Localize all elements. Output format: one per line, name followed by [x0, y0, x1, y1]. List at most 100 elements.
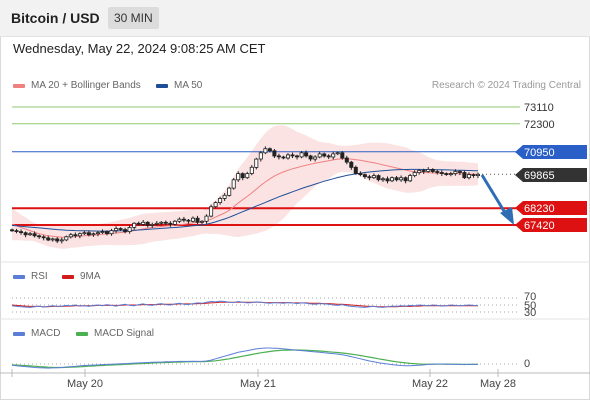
- candle: [462, 170, 467, 179]
- candle: [222, 193, 227, 201]
- legend-ma50-label: MA 50: [174, 80, 203, 91]
- rsi-ma-swatch: [62, 274, 74, 279]
- candle: [172, 220, 177, 226]
- candle: [263, 146, 268, 155]
- legend-rsi-label: RSI: [31, 271, 48, 282]
- report-datetime: Wednesday, May 22, 2024 9:08:25 AM CET: [13, 41, 266, 56]
- x-label-may28: May 28: [480, 378, 516, 390]
- legend-ma20-label: MA 20 + Bollinger Bands: [31, 80, 141, 91]
- x-label-may20: May 20: [67, 378, 103, 390]
- candle: [254, 157, 259, 170]
- x-axis-labels: May 20 May 21 May 22 May 28: [67, 369, 516, 390]
- candle: [181, 216, 186, 223]
- candle: [426, 167, 431, 173]
- candle: [150, 222, 155, 228]
- rsi-lines: [11, 300, 479, 308]
- candle: [73, 232, 78, 238]
- candle: [91, 232, 96, 237]
- candle: [376, 174, 381, 182]
- candle: [9, 228, 14, 232]
- candle: [439, 170, 444, 177]
- candle: [299, 151, 304, 159]
- candle: [37, 234, 42, 239]
- candle: [380, 176, 385, 182]
- legend-macd-signal-label: MACD Signal: [94, 328, 155, 339]
- candle: [267, 147, 272, 153]
- candle: [281, 155, 286, 160]
- candle: [105, 230, 110, 236]
- macd-panel: 0: [11, 347, 530, 370]
- candle: [367, 174, 372, 181]
- legend-macd-signal: MACD Signal: [76, 328, 154, 339]
- candle: [213, 201, 218, 209]
- candle: [448, 171, 453, 177]
- candle: [258, 151, 263, 162]
- rsi-tick-70: 70: [524, 291, 536, 303]
- candle: [41, 235, 46, 241]
- candle: [399, 175, 404, 182]
- x-label-may22: May 22: [412, 378, 448, 390]
- candle: [100, 229, 105, 234]
- candle: [417, 169, 422, 175]
- candle: [290, 152, 295, 159]
- level-label-current: 69865: [515, 168, 587, 182]
- level-r2-text: 73110: [524, 102, 554, 114]
- timeframe-badge[interactable]: 30 MIN: [108, 7, 159, 29]
- legend-rsi-ma-label: 9MA: [80, 271, 101, 282]
- candle: [50, 237, 55, 242]
- candle: [408, 173, 413, 183]
- level-label-r1: 72300: [524, 119, 555, 131]
- legend-rsi: RSI: [13, 271, 48, 282]
- candle: [317, 151, 322, 159]
- candle: [326, 154, 331, 160]
- candle: [308, 154, 313, 162]
- candle: [304, 150, 309, 158]
- candle: [141, 220, 146, 227]
- legend-ma50: MA 50: [156, 80, 202, 91]
- candle: [231, 178, 236, 190]
- candle: [335, 151, 340, 156]
- research-credit: Research © 2024 Trading Central: [431, 80, 581, 91]
- candle: [32, 231, 37, 238]
- candle: [204, 214, 209, 224]
- candle: [96, 230, 101, 237]
- macd-signal-swatch: [76, 331, 88, 336]
- candle: [430, 168, 435, 174]
- rsi-tick-30: 30: [524, 307, 536, 319]
- candle: [394, 175, 399, 182]
- candle: [127, 225, 132, 234]
- candle: [403, 176, 408, 184]
- candle: [46, 235, 51, 242]
- candle: [59, 237, 64, 244]
- level-label-pivot: 70950: [515, 145, 587, 159]
- candle: [159, 221, 164, 225]
- candle: [177, 217, 182, 223]
- candle: [227, 186, 232, 197]
- level-current-text: 69865: [524, 170, 555, 182]
- forecast-arrow-icon: [480, 174, 514, 225]
- rsi-tick-50: 50: [524, 300, 536, 312]
- level-label-s1: 68230: [515, 201, 587, 215]
- instrument-title: Bitcoin / USD: [11, 10, 100, 26]
- candle: [340, 151, 345, 160]
- rsi-line: [11, 300, 479, 308]
- moving-average-layer: [11, 158, 479, 238]
- candle: [349, 160, 354, 170]
- macd-signal-line: [11, 349, 478, 369]
- candle: [389, 176, 394, 183]
- candle: [294, 154, 299, 160]
- candle: [190, 216, 195, 223]
- candle: [123, 227, 128, 234]
- level-label-s2: 67420: [515, 218, 587, 232]
- candle: [435, 169, 440, 175]
- legend-macd: MACD: [13, 328, 60, 339]
- candle: [276, 153, 281, 160]
- level-s2-text: 67420: [524, 220, 555, 232]
- candle: [362, 173, 367, 179]
- candle: [331, 151, 336, 160]
- header-bar: [0, 0, 590, 37]
- x-label-may21: May 21: [240, 378, 276, 390]
- level-s1-text: 68230: [524, 203, 555, 215]
- candle: [77, 232, 82, 239]
